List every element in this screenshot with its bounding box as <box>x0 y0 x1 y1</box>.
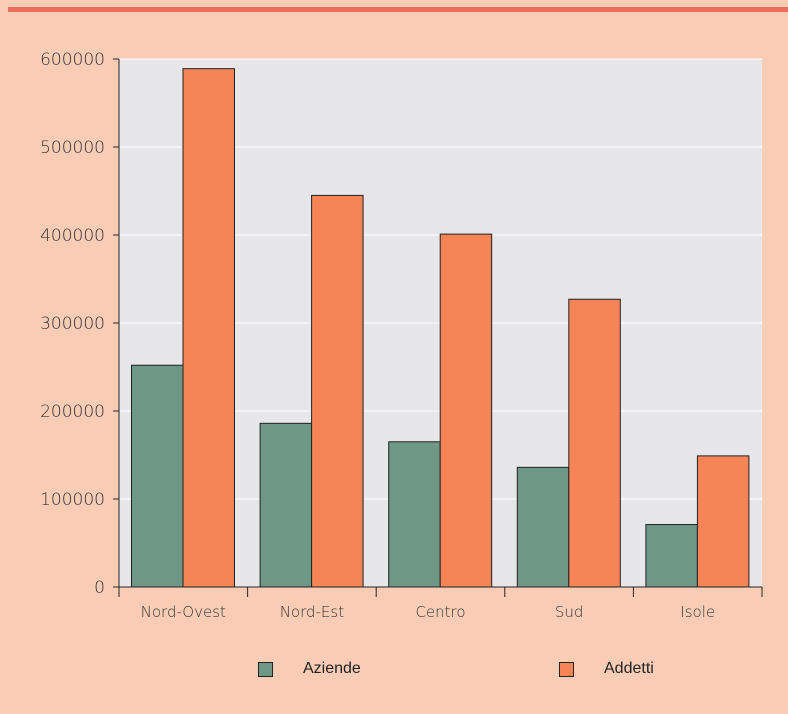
y-tick-label: 300000 <box>40 314 105 334</box>
y-tick-label: 100000 <box>40 490 105 510</box>
legend-label-addetti: Addetti <box>604 660 654 677</box>
legend: Aziende Addetti <box>0 660 788 690</box>
y-tick-label: 600000 <box>40 50 105 70</box>
bar-addetti-isole <box>696 455 750 588</box>
x-tick-label: Sud <box>555 603 584 621</box>
bar-addetti-nord-ovest <box>182 68 235 588</box>
bar-aziende-sud <box>516 466 570 588</box>
x-tick-label: Nord-Est <box>280 603 345 621</box>
x-tick-label: Nord-Ovest <box>141 603 226 621</box>
top-accent-bar <box>8 7 788 12</box>
y-tick-label: 400000 <box>40 226 105 246</box>
y-tick-labels: 0 100000 200000 300000 400000 500000 600000 <box>40 50 105 598</box>
bar-addetti-sud <box>568 298 621 588</box>
bar-aziende-nord-ovest <box>131 364 184 588</box>
legend-item-aziende: Aziende <box>258 660 361 678</box>
bar-addetti-nord-est <box>311 194 364 588</box>
y-tick-label: 500000 <box>40 138 105 158</box>
legend-swatch-aziende <box>258 661 273 677</box>
x-tick-label: Centro <box>415 603 465 621</box>
legend-swatch-addetti <box>559 661 574 677</box>
bar-addetti-centro <box>439 233 493 588</box>
axes <box>113 58 763 597</box>
bar-aziende-centro <box>388 441 441 588</box>
x-tick-labels: Nord-Ovest Nord-Est Centro Sud Isole <box>141 603 715 621</box>
bar-aziende-nord-est <box>259 422 313 588</box>
bar-aziende-isole <box>645 524 698 588</box>
bars <box>131 68 750 588</box>
y-tick-label: 200000 <box>40 402 105 422</box>
x-tick-label: Isole <box>680 603 715 621</box>
y-tick-label: 0 <box>94 578 105 598</box>
legend-label-aziende: Aziende <box>303 660 361 677</box>
legend-item-addetti: Addetti <box>559 660 654 678</box>
